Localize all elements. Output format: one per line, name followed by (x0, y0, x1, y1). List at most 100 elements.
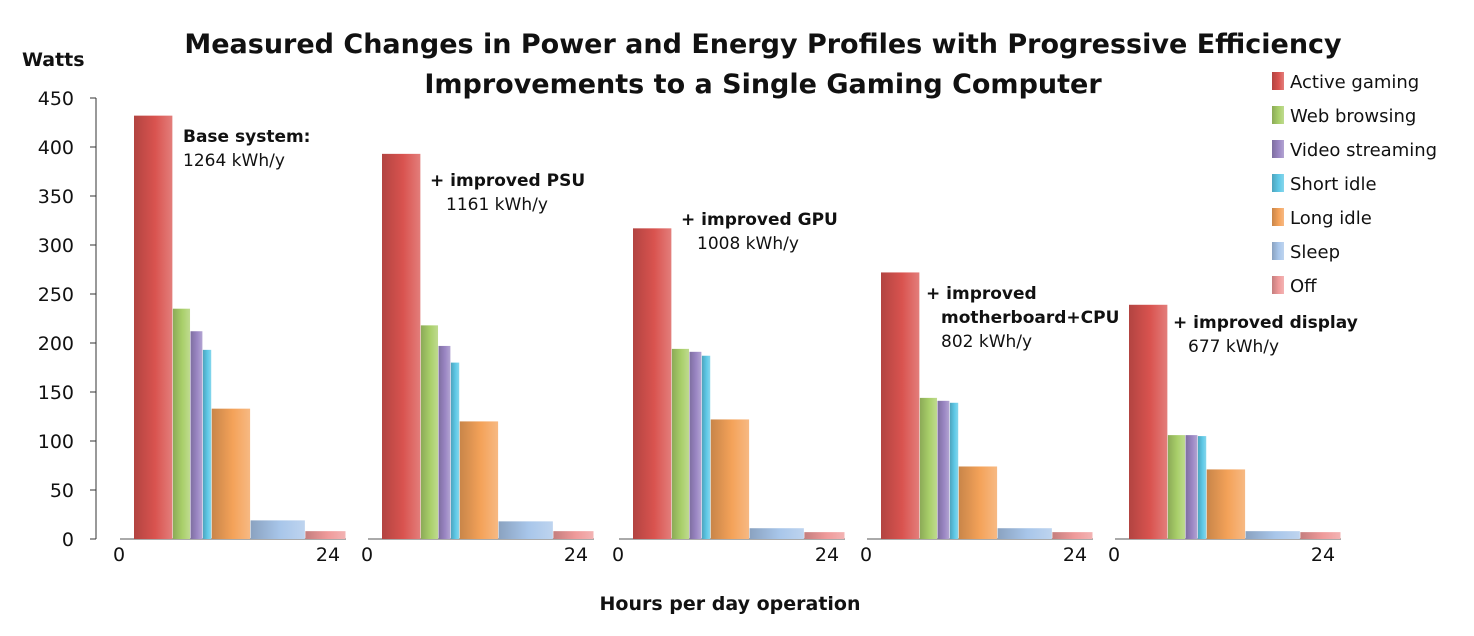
panel-1: 0 24 (113, 115, 346, 566)
y-tick-label: 400 (38, 137, 74, 159)
y-tick-label: 250 (38, 284, 74, 306)
bar-long-idle (459, 421, 499, 539)
bar-long-idle (1206, 469, 1246, 539)
bar-off (1052, 532, 1093, 539)
bar-sleep (749, 528, 804, 539)
legend-item-off: Off (1272, 276, 1317, 297)
panel-annotation-3: + improved GPU 1008 kWh/y (681, 210, 838, 254)
legend-swatch (1272, 140, 1284, 158)
panel-4: 0 24 (860, 272, 1093, 566)
bar-web-browsing (671, 348, 690, 539)
legend-swatch (1272, 276, 1284, 294)
bar-sleep (997, 528, 1052, 539)
annotation-energy: 1008 kWh/y (697, 234, 799, 254)
bar-video-streaming (1185, 435, 1198, 539)
bar-active-gaming (633, 228, 672, 539)
bar-web-browsing (919, 397, 938, 539)
annotation-label: + improved display (1173, 313, 1358, 333)
panel-annotation-4: + improved motherboard+CPU 802 kWh/y (926, 284, 1119, 352)
bar-active-gaming (134, 115, 173, 539)
x-tick-label: 24 (1063, 544, 1087, 566)
legend-swatch (1272, 208, 1284, 226)
x-tick-label: 0 (113, 544, 125, 566)
legend-item-sleep: Sleep (1272, 242, 1340, 263)
legend-item-long-idle: Long idle (1272, 208, 1372, 229)
legend-label: Long idle (1290, 208, 1372, 229)
annotation-label: + improved GPU (681, 210, 838, 230)
y-axis: 0 50 100 150 200 250 300 350 400 450 (38, 88, 97, 551)
bar-off (305, 531, 346, 539)
x-tick-label: 0 (860, 544, 872, 566)
x-tick-label: 0 (612, 544, 624, 566)
chart-title-line-1: Measured Changes in Power and Energy Pro… (184, 29, 1342, 60)
bar-active-gaming (881, 272, 920, 539)
legend-label: Off (1290, 276, 1317, 297)
bar-active-gaming (1129, 304, 1168, 539)
bar-sleep (498, 521, 553, 539)
bar-web-browsing (420, 325, 439, 539)
legend-label: Sleep (1290, 242, 1340, 263)
x-tick-label: 24 (1311, 544, 1335, 566)
annotation-energy: 1264 kWh/y (183, 151, 285, 171)
legend-swatch (1272, 72, 1284, 90)
legend-label: Active gaming (1290, 72, 1419, 93)
bar-short-idle (450, 362, 460, 539)
bar-short-idle (701, 355, 711, 539)
panel-annotation-2: + improved PSU 1161 kWh/y (430, 171, 585, 215)
x-tick-label: 24 (316, 544, 340, 566)
panel-annotation-5: + improved display 677 kWh/y (1173, 313, 1358, 357)
bar-web-browsing (1167, 435, 1186, 539)
y-tick-label: 0 (62, 529, 74, 551)
panel-5: 0 24 (1108, 304, 1341, 566)
bar-sleep (250, 520, 305, 539)
legend-swatch (1272, 242, 1284, 260)
annotation-label: Base system: (183, 127, 310, 147)
legend-swatch (1272, 174, 1284, 192)
bar-sleep (1245, 531, 1300, 539)
bar-short-idle (949, 402, 959, 539)
panel-2: 0 24 (361, 153, 594, 566)
bar-off (804, 532, 845, 539)
chart-title: Measured Changes in Power and Energy Pro… (184, 29, 1342, 100)
bar-video-streaming (937, 400, 950, 539)
legend-item-web-browsing: Web browsing (1272, 106, 1416, 127)
bar-short-idle (202, 349, 212, 539)
legend-item-short-idle: Short idle (1272, 174, 1377, 195)
chart-title-line-2: Improvements to a Single Gaming Computer (424, 69, 1102, 100)
y-tick-label: 200 (38, 333, 74, 355)
panel-3: 0 24 (612, 228, 845, 566)
bar-short-idle (1197, 436, 1207, 539)
y-tick-label: 300 (38, 235, 74, 257)
annotation-energy: 1161 kWh/y (446, 195, 548, 215)
bar-video-streaming (190, 331, 203, 539)
legend-item-video-streaming: Video streaming (1272, 140, 1437, 161)
y-tick-label: 350 (38, 186, 74, 208)
annotation-energy: 802 kWh/y (941, 332, 1032, 352)
bar-video-streaming (689, 351, 702, 539)
bar-video-streaming (438, 345, 451, 539)
bar-long-idle (958, 466, 998, 539)
annotation-label: + improved (926, 284, 1037, 304)
legend-item-active-gaming: Active gaming (1272, 72, 1419, 93)
annotation-label: + improved PSU (430, 171, 585, 191)
y-tick-label: 50 (50, 480, 74, 502)
legend: Active gaming Web browsing Video streaming… (1272, 72, 1437, 297)
bar-long-idle (211, 408, 251, 539)
bar-off (1300, 532, 1341, 539)
y-tick-label: 100 (38, 431, 74, 453)
legend-label: Short idle (1290, 174, 1377, 195)
bar-off (553, 531, 594, 539)
legend-swatch (1272, 106, 1284, 124)
bar-web-browsing (172, 308, 191, 539)
x-tick-label: 0 (361, 544, 373, 566)
bar-active-gaming (382, 153, 421, 540)
chart-panels: 0 24 0 24 0 24 0 24 0 24 Base system: 1264 kWh/y + i… (113, 115, 1358, 566)
bar-long-idle (710, 419, 750, 539)
legend-label: Video streaming (1290, 140, 1437, 161)
y-tick-label: 150 (38, 382, 74, 404)
x-tick-label: 24 (564, 544, 588, 566)
x-tick-label: 24 (815, 544, 839, 566)
y-tick-label: 450 (38, 88, 74, 110)
annotation-energy: 677 kWh/y (1188, 337, 1279, 357)
